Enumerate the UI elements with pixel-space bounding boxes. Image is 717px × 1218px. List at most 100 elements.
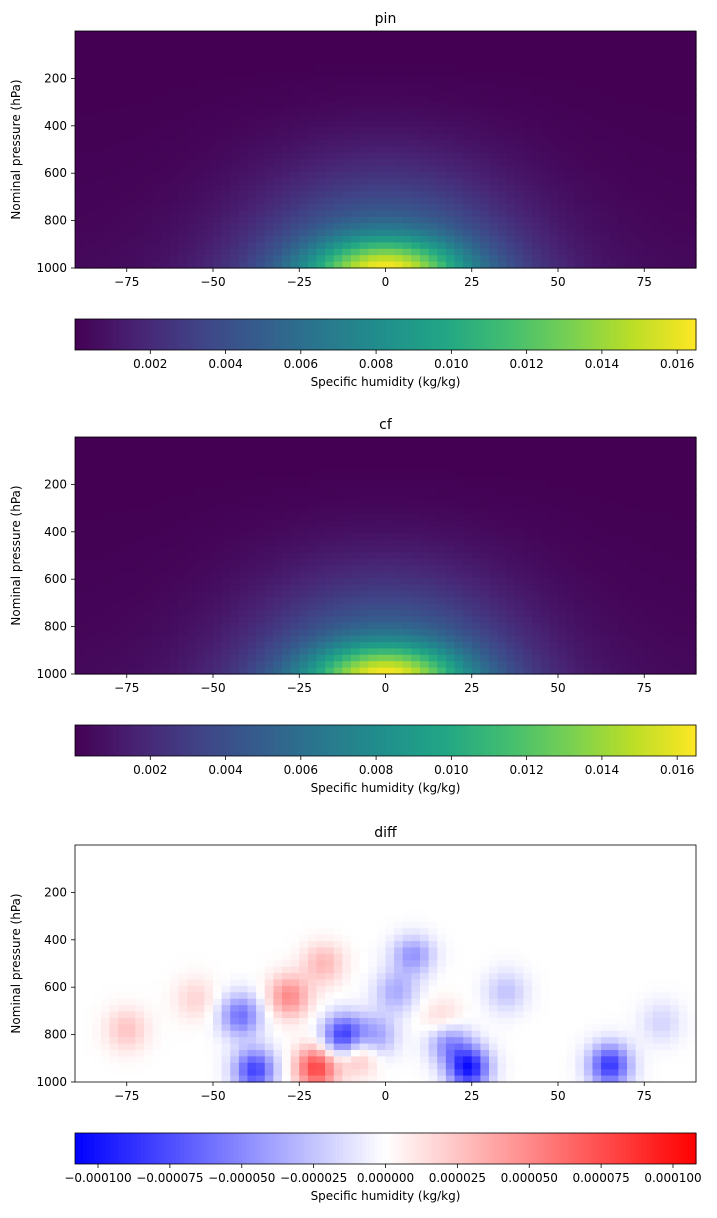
heatmap-cell bbox=[385, 597, 395, 605]
heatmap-cell bbox=[118, 577, 128, 585]
heatmap-cell bbox=[195, 667, 205, 675]
heatmap-cell bbox=[627, 178, 637, 186]
heatmap-cell bbox=[178, 456, 188, 464]
heatmap-cell bbox=[333, 127, 343, 135]
heatmap-cell bbox=[678, 152, 688, 160]
heatmap-cell bbox=[213, 597, 223, 605]
heatmap-cell bbox=[195, 584, 205, 592]
heatmap-cell bbox=[290, 146, 300, 154]
heatmap-cell bbox=[420, 654, 430, 662]
heatmap-cell bbox=[558, 114, 568, 122]
heatmap-cell bbox=[152, 456, 162, 464]
heatmap-cell bbox=[264, 520, 274, 528]
heatmap-cell bbox=[135, 146, 145, 154]
heatmap-cell bbox=[420, 533, 430, 541]
heatmap-cell bbox=[359, 609, 369, 617]
heatmap-cell bbox=[635, 114, 645, 122]
heatmap-cell bbox=[471, 50, 481, 58]
heatmap-cell bbox=[376, 171, 387, 179]
heatmap-cell bbox=[126, 661, 136, 669]
heatmap-cell bbox=[592, 235, 602, 243]
colorbar-segment bbox=[152, 319, 158, 350]
heatmap-cell bbox=[92, 520, 102, 528]
heatmap-cell bbox=[454, 552, 464, 560]
heatmap-cell bbox=[144, 443, 154, 451]
heatmap-cell bbox=[454, 526, 464, 534]
heatmap-cell bbox=[445, 69, 456, 77]
heatmap-cell bbox=[558, 488, 568, 496]
heatmap-cell bbox=[532, 56, 542, 64]
heatmap-cell bbox=[532, 443, 542, 451]
colorbar-segment bbox=[432, 319, 437, 350]
heatmap-cell bbox=[144, 127, 154, 135]
heatmap-cell bbox=[471, 513, 481, 521]
heatmap-cell bbox=[635, 248, 645, 256]
heatmap-cell bbox=[307, 488, 318, 496]
heatmap-cell bbox=[627, 31, 637, 39]
heatmap-cell bbox=[135, 462, 145, 470]
heatmap-cell bbox=[135, 526, 145, 534]
heatmap-cell bbox=[221, 629, 231, 637]
heatmap-cell bbox=[480, 255, 490, 263]
heatmap-cell bbox=[187, 171, 197, 179]
heatmap-cell bbox=[523, 501, 533, 509]
heatmap-cell bbox=[75, 101, 85, 109]
heatmap-cell bbox=[351, 43, 361, 51]
heatmap-cell bbox=[161, 146, 171, 154]
heatmap-cell bbox=[299, 146, 309, 154]
heatmap-cell bbox=[402, 31, 412, 39]
heatmap-cell bbox=[316, 609, 326, 617]
heatmap-cell bbox=[463, 223, 473, 231]
heatmap-cell bbox=[351, 648, 361, 656]
heatmap-cell bbox=[411, 223, 421, 231]
heatmap-cell bbox=[307, 31, 318, 39]
heatmap-cell bbox=[100, 216, 111, 224]
heatmap-cell bbox=[178, 545, 188, 553]
heatmap-cell bbox=[333, 545, 343, 553]
heatmap-cell bbox=[342, 82, 352, 90]
heatmap-cell bbox=[549, 152, 559, 160]
heatmap-cell bbox=[428, 475, 438, 483]
heatmap-cell bbox=[670, 146, 680, 154]
heatmap-cell bbox=[385, 210, 395, 218]
colorbar-segment bbox=[218, 319, 224, 350]
heatmap-cell bbox=[204, 443, 214, 451]
heatmap-cell bbox=[376, 590, 387, 598]
heatmap-cell bbox=[282, 622, 292, 630]
heatmap-cell bbox=[506, 629, 516, 637]
heatmap-cell bbox=[514, 481, 525, 489]
heatmap-cell bbox=[514, 648, 525, 656]
heatmap-cell bbox=[195, 191, 205, 199]
heatmap-cell bbox=[230, 520, 240, 528]
heatmap-cell bbox=[290, 501, 300, 509]
heatmap-cell bbox=[583, 63, 594, 71]
heatmap-cell bbox=[420, 545, 430, 553]
heatmap-cell bbox=[195, 571, 205, 579]
heatmap-cell bbox=[549, 571, 559, 579]
colorbar-segment bbox=[598, 319, 604, 350]
heatmap-cell bbox=[523, 661, 533, 669]
heatmap-cell bbox=[368, 63, 378, 71]
heatmap-cell bbox=[445, 597, 456, 605]
heatmap-cell bbox=[540, 50, 550, 58]
heatmap-cell bbox=[532, 184, 542, 192]
heatmap-cell bbox=[635, 63, 645, 71]
heatmap-cell bbox=[264, 178, 274, 186]
heatmap-cell bbox=[376, 127, 387, 135]
heatmap-cell bbox=[325, 107, 335, 115]
heatmap-cell bbox=[394, 114, 404, 122]
heatmap-cell bbox=[299, 216, 309, 224]
heatmap-cell bbox=[428, 127, 438, 135]
heatmap-cell bbox=[316, 616, 326, 624]
heatmap-cell bbox=[316, 229, 326, 237]
heatmap-cell bbox=[325, 31, 335, 39]
heatmap-cell bbox=[359, 242, 369, 250]
heatmap-cell bbox=[126, 203, 136, 211]
heatmap-cell bbox=[83, 248, 93, 256]
heatmap-cell bbox=[204, 203, 214, 211]
heatmap-cell bbox=[368, 462, 378, 470]
heatmap-cell bbox=[118, 667, 128, 675]
heatmap-cells bbox=[75, 31, 697, 269]
heatmap-cell bbox=[583, 229, 594, 237]
heatmap-cell bbox=[549, 69, 559, 77]
